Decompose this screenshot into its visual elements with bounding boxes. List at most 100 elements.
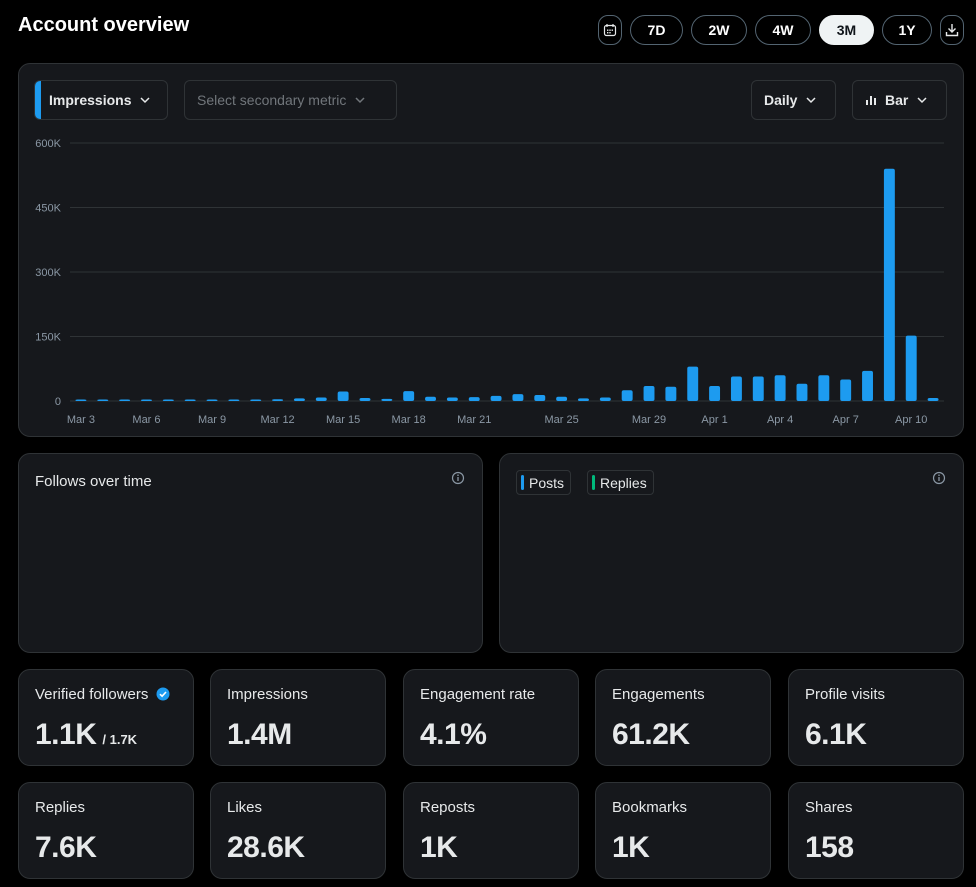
stat-value: 28.6K [227,831,305,864]
range-4w-button[interactable]: 4W [755,15,811,45]
y-tick-label: 300K [35,267,61,279]
primary-metric-label: Impressions [49,92,132,108]
chevron-down-icon [355,97,365,104]
stat-card-reposts[interactable]: Reposts 1K [403,782,579,879]
replies-swatch [592,475,595,490]
impressions-bar [381,398,393,401]
legend-replies-label: Replies [600,474,647,491]
page-title: Account overview [18,14,190,36]
impressions-bar [119,399,131,401]
impressions-bar [883,168,895,401]
impressions-bar [840,379,852,401]
stat-card-profile-visits[interactable]: Profile visits 6.1K [788,669,964,766]
range-1y-button[interactable]: 1Y [882,15,932,45]
stat-label: Engagements [612,686,705,703]
stat-card-bookmarks[interactable]: Bookmarks 1K [595,782,771,879]
stat-sub-value: / 1.7K [102,732,138,747]
stat-label: Engagement rate [420,686,536,703]
range-3m-button[interactable]: 3M [819,15,874,45]
impressions-bar [752,376,764,401]
range-2w-button[interactable]: 2W [691,15,747,45]
stat-card-engagements[interactable]: Engagements 61.2K [595,669,771,766]
x-tick-label: Mar 15 [326,414,360,426]
stat-label: Impressions [227,686,308,703]
secondary-metric-select[interactable]: Select secondary metric [184,80,397,120]
impressions-chart-card [18,63,964,437]
y-tick-label: 600K [35,138,61,150]
impressions-bar [337,391,349,401]
stat-value: 1K [612,831,650,864]
chart-type-label: Bar [885,92,909,108]
x-tick-label: Mar 6 [132,414,160,426]
primary-metric-swatch [35,81,41,119]
impressions-bar [468,397,480,401]
impressions-bar [578,398,589,401]
impressions-bar [75,399,87,401]
impressions-bar [446,397,458,401]
posts-replies-chart-card [499,453,964,653]
x-tick-label: Mar 21 [457,414,491,426]
impressions-bar [687,366,699,401]
calendar-button[interactable] [598,15,622,45]
chart-type-select[interactable]: Bar [852,80,947,120]
impressions-bar [862,370,873,401]
verified-badge-icon [156,687,170,701]
impressions-bar [927,397,939,401]
x-tick-label: Mar 9 [198,414,226,426]
impressions-bar [709,385,721,401]
stat-label: Likes [227,799,263,816]
impressions-bar [796,383,808,401]
impressions-bar [97,399,109,401]
impressions-bar [730,376,742,401]
stat-value: 6.1K [805,718,867,751]
interval-label: Daily [764,92,798,108]
impressions-bar [425,396,436,401]
x-tick-label: Mar 25 [545,414,579,426]
download-button[interactable] [940,15,964,45]
chevron-down-icon [140,97,151,104]
impressions-bar [228,399,240,401]
interval-select[interactable]: Daily [751,80,836,120]
stat-value: 61.2K [612,718,690,751]
stat-card-shares[interactable]: Shares 158 [788,782,964,879]
y-tick-label: 150K [35,332,61,344]
x-tick-label: Mar 29 [632,414,666,426]
stat-card-engagement-rate[interactable]: Engagement rate 4.1% [403,669,579,766]
x-tick-label: Mar 3 [67,414,95,426]
y-tick-label: 0 [55,396,61,408]
x-tick-label: Apr 4 [767,414,793,426]
stat-value: 7.6K [35,831,97,864]
x-tick-label: Apr 1 [701,414,727,426]
stat-card-impressions[interactable]: Impressions 1.4M [210,669,386,766]
stat-value: 158 [805,831,854,864]
stat-label: Profile visits [805,686,886,703]
legend-replies[interactable]: Replies [587,470,654,495]
stat-value: 4.1% [420,718,487,751]
stat-card-replies[interactable]: Replies 7.6K [18,782,194,879]
x-tick-label: Apr 7 [833,414,859,426]
impressions-bar [905,335,917,401]
primary-metric-select[interactable]: Impressions [34,80,168,120]
bar-chart-icon [866,96,876,105]
stat-card-verified-followers[interactable]: Verified followers 1.1K / 1.7K [18,669,194,766]
impressions-bar [272,399,284,401]
impressions-bar [403,391,415,401]
stat-label-text: Verified followers [35,686,149,703]
chevron-down-icon [917,97,927,104]
legend-posts-label: Posts [529,474,565,491]
x-tick-label: Mar 12 [260,414,294,426]
stat-card-likes[interactable]: Likes 28.6K [210,782,386,879]
impressions-bar [250,399,262,401]
info-icon[interactable] [451,471,465,485]
range-7d-button[interactable]: 7D [630,15,683,45]
stat-label: Reposts [420,799,476,816]
stat-value: 1.4M [227,718,292,751]
chevron-down-icon [806,97,816,104]
info-icon[interactable] [932,471,946,485]
impressions-bar [818,375,830,401]
impressions-bar [621,390,633,401]
posts-swatch [521,475,524,490]
stat-label: Replies [35,799,86,816]
impressions-bar [293,398,305,401]
legend-posts[interactable]: Posts [516,470,572,495]
